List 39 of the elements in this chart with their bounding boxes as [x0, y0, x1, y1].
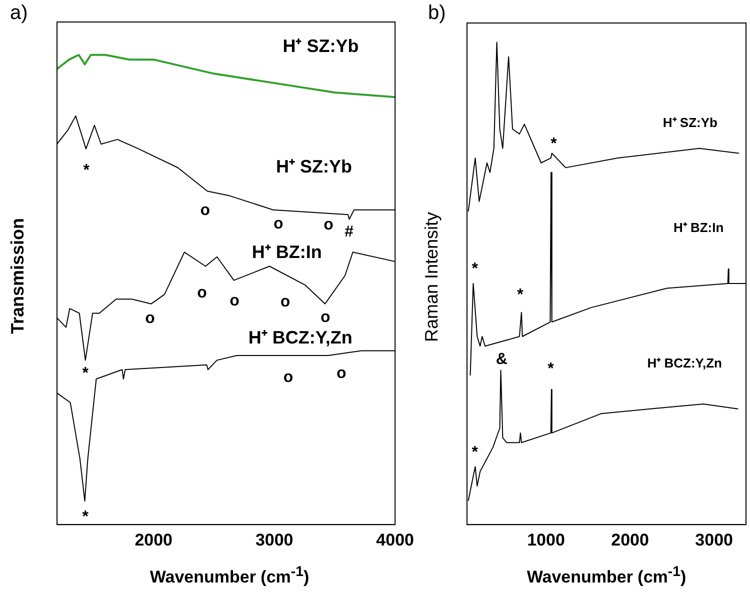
- annotation: *: [83, 162, 90, 180]
- y-axis-title: Transmission: [8, 218, 28, 334]
- x-tick-label: 3000: [695, 530, 733, 550]
- annotation: o: [320, 308, 331, 326]
- x-tick-label: 4000: [376, 530, 414, 550]
- text: H⁺ BCZ:Y,Zn: [647, 356, 722, 371]
- text: H⁺ BZ:In: [673, 220, 724, 236]
- annotation: o: [200, 202, 210, 219]
- annotation: *: [82, 508, 90, 526]
- annotation: *: [472, 444, 479, 461]
- annotation: *: [472, 260, 479, 278]
- x-tick-label: 1000: [527, 530, 565, 550]
- annotation: o: [283, 369, 294, 386]
- series-label: H⁺ BCZ:Y,Zn: [248, 328, 352, 348]
- chart-title: b): [428, 2, 446, 25]
- x-axis-title: Wavenumber (cm$^{-1}$): [148, 564, 310, 588]
- annotation: #: [344, 223, 354, 240]
- annotation: o: [145, 310, 156, 327]
- annotation: *: [82, 365, 90, 382]
- x-tick-label: 3000: [255, 530, 294, 550]
- x-axis-title: Wavenumber (cm$^{-1}$): [526, 564, 688, 588]
- annotation: o: [324, 216, 334, 234]
- annotation: o: [336, 365, 346, 382]
- series-label: H⁺ BZ:In: [252, 242, 322, 262]
- annotation: *: [517, 286, 524, 304]
- annotation: o: [274, 215, 284, 232]
- annotation: *: [548, 360, 555, 378]
- annotation: o: [280, 293, 290, 310]
- annotation: &: [496, 350, 508, 368]
- x-tick-label: 2000: [134, 530, 173, 550]
- annotation: o: [197, 284, 208, 302]
- series-label: H⁺ SZ:Yb: [282, 36, 359, 56]
- series-label: H⁺ SZ:Yb: [662, 114, 718, 130]
- chart-title: a): [10, 2, 28, 25]
- x-tick-label: 2000: [611, 530, 649, 550]
- y-axis-title: Raman Intensity: [422, 211, 442, 342]
- annotation: o: [230, 292, 240, 310]
- series-label: H⁺ SZ:Yb: [276, 156, 352, 177]
- annotation: *: [550, 135, 558, 152]
